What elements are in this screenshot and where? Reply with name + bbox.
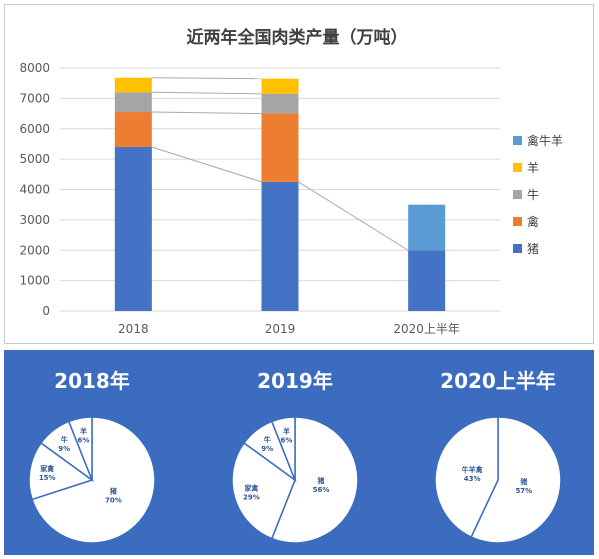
y-tick-label: 3000 (19, 213, 50, 227)
pie-slice-percent: 6% (281, 436, 293, 444)
pie-title: 2020上半年 (440, 369, 556, 393)
y-tick-label: 1000 (19, 274, 50, 288)
connector-line (151, 146, 262, 183)
legend-swatch (513, 217, 522, 226)
pie-title: 2018年 (54, 369, 130, 393)
pie-slice-percent: 56% (313, 486, 330, 494)
pie-title: 2019年 (257, 369, 333, 393)
legend-swatch (513, 136, 522, 145)
pie-slice-label: 牛 (264, 435, 271, 444)
pie-slice-label: 猪 (316, 476, 324, 485)
legend-label: 牛 (527, 187, 539, 202)
pie-slice-percent: 9% (58, 445, 70, 453)
chart-title: 近两年全国肉类产量（万吨） (187, 27, 408, 48)
connector-line (151, 111, 262, 115)
pie-slice (270, 416, 359, 544)
bar-segment (261, 113, 299, 182)
pie-slice-percent: 29% (243, 494, 260, 502)
pie-slice (67, 416, 93, 481)
legend-label: 羊 (527, 160, 539, 175)
bar-segment (408, 250, 446, 311)
connector-lines (151, 77, 409, 251)
x-axis-ticks: 2018 2019 2020上半年 (118, 322, 460, 336)
y-tick-label: 2000 (19, 243, 50, 257)
legend-label: 禽牛羊 (527, 133, 563, 148)
pie-charts-panel: 2018年猪 70% 家禽 15% 牛 9% 羊 6% 2019年猪 56% 家禽 29% 牛 9% 羊 6%… (4, 350, 594, 555)
y-tick-label: 4000 (19, 183, 50, 197)
pie-slice-label: 家禽 (40, 464, 55, 473)
y-tick-label: 7000 (19, 91, 50, 105)
bar-segment (114, 92, 152, 113)
pie-slice-label: 羊 (283, 426, 290, 435)
pie-slice (28, 441, 94, 501)
connector-line (151, 91, 262, 95)
stacked-bar-chart: 近两年全国肉类产量（万吨） 0 1000 2000 3000 4000 5000 6000 7… (19, 27, 563, 336)
bars (114, 77, 446, 311)
pie-slice (470, 416, 562, 544)
pie-slice-percent: 57% (515, 487, 532, 495)
bar-segment (261, 181, 299, 311)
pie-slice-label: 牛 (61, 435, 68, 444)
connector-line (298, 181, 409, 251)
bar-segment (261, 93, 299, 114)
legend-label: 猪 (527, 242, 539, 256)
connector-line (151, 77, 262, 80)
pie-slice (434, 416, 499, 538)
x-tick-label: 2019 (265, 322, 296, 336)
x-tick-label: 2018 (118, 322, 149, 336)
y-axis-ticks: 0 1000 2000 3000 4000 5000 6000 7000 8000 (19, 61, 50, 318)
pie-charts: 2018年猪70%家禽15%牛9%羊6%2019年猪56%家禽29%牛9%羊6%… (28, 369, 562, 544)
y-tick-label: 5000 (19, 152, 50, 166)
pie-slice-label: 家禽 (244, 484, 259, 493)
pie-slice-label: 猪 (109, 487, 117, 496)
legend-swatch (513, 163, 522, 172)
x-tick-label: 2020上半年 (393, 322, 460, 336)
pie-slice-percent: 6% (78, 436, 90, 444)
pie-slice-label: 牛羊禽 (462, 465, 484, 474)
bar-segment (114, 112, 152, 147)
bar-segment (261, 78, 299, 94)
bar-chart-panel: 近两年全国肉类产量（万吨） 0 1000 2000 3000 4000 5000 6000 7… (4, 4, 594, 344)
bar-segment (114, 146, 152, 311)
bar-segment (408, 204, 446, 251)
y-tick-label: 8000 (19, 61, 50, 75)
legend-label: 禽 (527, 214, 539, 229)
y-tick-label: 0 (42, 304, 50, 318)
legend-swatch (513, 190, 522, 199)
pie-slice-label: 羊 (80, 426, 87, 435)
pie-slice (31, 416, 156, 544)
pie-slice (270, 416, 296, 481)
legend-swatch (513, 244, 522, 253)
pie-slice-percent: 43% (464, 475, 481, 483)
pie-slice-label: 猪 (519, 477, 527, 486)
pie-slice-percent: 9% (261, 445, 273, 453)
y-tick-label: 6000 (19, 122, 50, 136)
pie-slice-percent: 15% (39, 474, 56, 482)
pie-slice (231, 441, 296, 540)
bar-segment (114, 77, 152, 93)
pie-slice-percent: 70% (105, 497, 122, 505)
